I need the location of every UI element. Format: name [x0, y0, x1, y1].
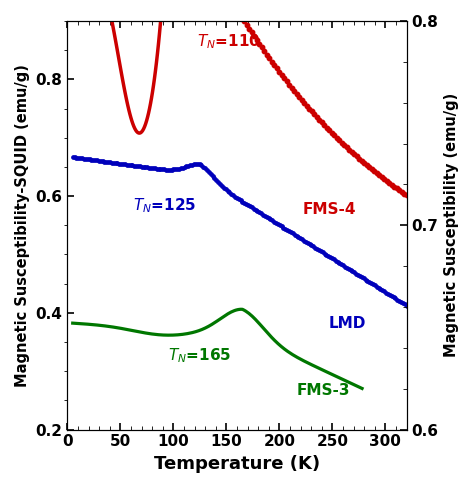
X-axis label: Temperature (K): Temperature (K) — [154, 455, 320, 473]
Text: FMS-4: FMS-4 — [303, 202, 356, 217]
Text: $T_N$=165: $T_N$=165 — [168, 346, 231, 366]
Text: $T_N$=125: $T_N$=125 — [133, 196, 196, 215]
Text: $T_N$=110: $T_N$=110 — [197, 33, 260, 51]
Text: LMD: LMD — [328, 316, 365, 331]
Text: FMS-3: FMS-3 — [296, 383, 350, 398]
Y-axis label: Magnetic Susceptibility-SQUID (emu/g): Magnetic Susceptibility-SQUID (emu/g) — [15, 64, 30, 386]
Y-axis label: Magnetic Susceptibility (emu/g): Magnetic Susceptibility (emu/g) — [444, 93, 459, 357]
